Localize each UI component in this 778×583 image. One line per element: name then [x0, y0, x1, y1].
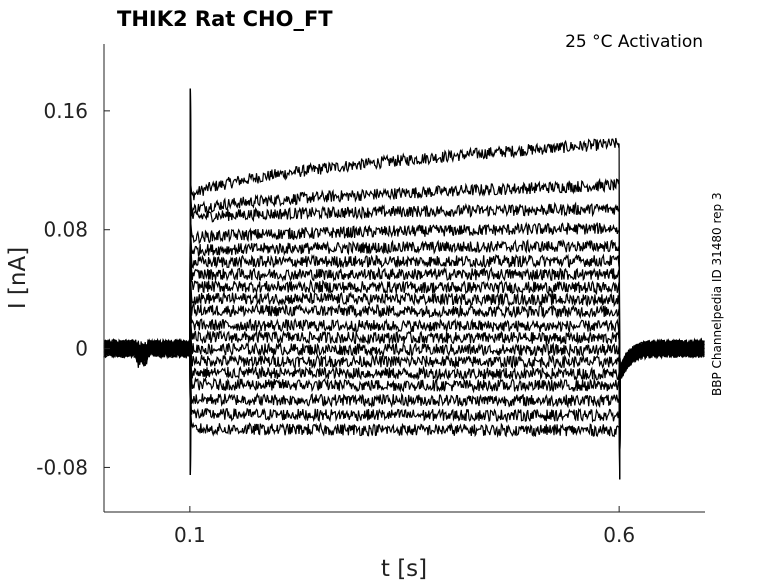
y-tick-label: 0: [75, 337, 88, 361]
x-axis-label: t [s]: [381, 556, 427, 582]
current-trace: [103, 88, 705, 480]
y-tick-label: 0.16: [43, 99, 88, 123]
current-trace: [103, 221, 705, 475]
x-ticks: 0.1 0.6: [174, 506, 635, 547]
current-trace: [103, 88, 705, 480]
x-tick-label: 0.6: [603, 523, 635, 547]
current-trace: [103, 88, 705, 480]
x-tick-label: 0.1: [174, 523, 206, 547]
y-axis-label: I [nA]: [5, 247, 31, 309]
current-trace: [103, 88, 705, 480]
current-trace: [103, 339, 705, 475]
current-trace: [103, 88, 705, 480]
axes: -0.08 0 0.08 0.16 0.1 0.6: [36, 44, 705, 547]
condition-annotation: 25 °C Activation: [565, 32, 703, 52]
current-trace: [103, 88, 705, 480]
current-trace: [103, 321, 705, 475]
y-tick-label: 0.08: [43, 218, 88, 242]
current-trace: [103, 88, 705, 480]
traces: [103, 88, 705, 480]
current-trace: [103, 177, 705, 475]
current-trace: [103, 295, 705, 475]
current-trace: [104, 88, 705, 480]
chart-title: THIK2 Rat CHO_FT: [117, 7, 333, 31]
y-ticks: -0.08 0 0.08 0.16: [36, 99, 110, 479]
current-trace: [103, 247, 705, 475]
side-label: BBP Channelpedia ID 31480 rep 3: [710, 192, 724, 396]
y-tick-label: -0.08: [36, 455, 88, 479]
current-trace: [103, 88, 705, 480]
current-trace: [103, 339, 705, 475]
current-trace: [103, 338, 705, 475]
current-trace: [103, 88, 705, 480]
current-trace: [103, 271, 705, 475]
